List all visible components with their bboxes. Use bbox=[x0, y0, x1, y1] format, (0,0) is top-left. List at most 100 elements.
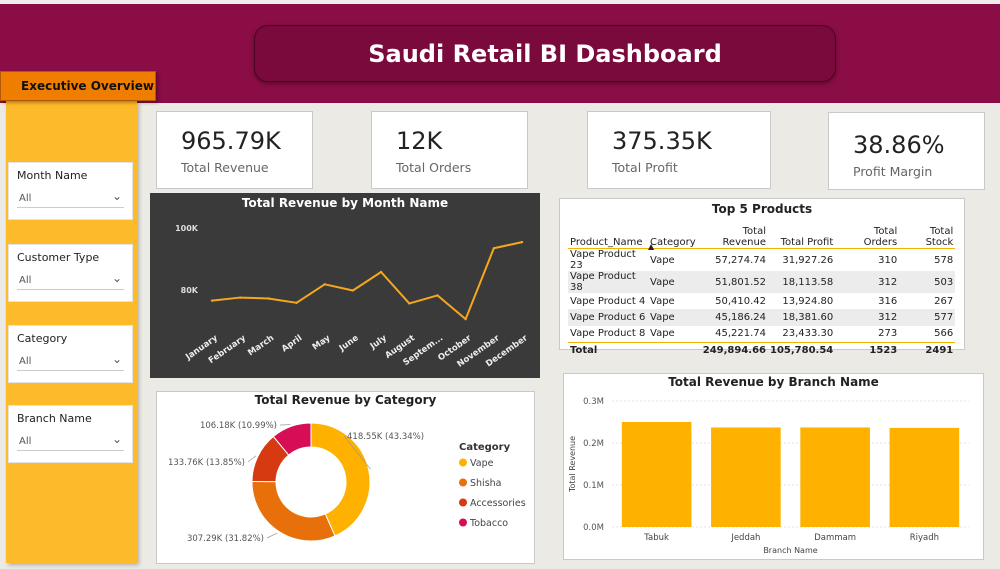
table-cell: 310 bbox=[878, 254, 898, 266]
legend-entry[interactable]: Accessories bbox=[470, 498, 526, 509]
column-header-category[interactable]: Category bbox=[650, 237, 696, 248]
slicer-underline bbox=[17, 207, 124, 208]
title-box: Saudi Retail BI Dashboard bbox=[254, 25, 836, 82]
data-point[interactable] bbox=[492, 247, 496, 250]
bar-dammam[interactable] bbox=[800, 427, 870, 527]
table-cell: Vape Product 38 bbox=[568, 271, 648, 293]
table-row[interactable]: Vape Product 8 Vape 45,221.74 23,433.30 273 5… bbox=[568, 326, 955, 342]
slicer-month-name[interactable]: Month Name All ⌄ bbox=[8, 162, 133, 220]
column-header-total-profit[interactable]: Total Profit bbox=[780, 237, 834, 248]
series-line[interactable] bbox=[211, 241, 523, 321]
slicer-label: Month Name bbox=[17, 169, 88, 182]
y-tick-label: 0.3M bbox=[583, 397, 604, 407]
data-point[interactable] bbox=[295, 301, 298, 305]
table-row[interactable]: Vape Product 38 Vape 51,801.52 18,113.58 312… bbox=[568, 271, 956, 293]
slicer-value[interactable]: All bbox=[19, 436, 32, 447]
data-point[interactable] bbox=[267, 297, 270, 300]
table-cell: Vape bbox=[648, 271, 698, 293]
slicer-value[interactable]: All bbox=[19, 356, 32, 367]
top5-products-table[interactable]: Top 5 Products Product_Name ▲ Category To… bbox=[559, 198, 965, 359]
table-cell: 2491 bbox=[899, 341, 956, 359]
table-cell: 273 bbox=[878, 328, 898, 340]
table-cell: 566 bbox=[934, 328, 954, 340]
legend-entry[interactable]: Vape bbox=[470, 458, 494, 469]
column-header-total-revenue[interactable]: Total Revenue bbox=[722, 226, 766, 248]
slicer-value[interactable]: All bbox=[19, 275, 32, 286]
table-cell: 13,924.80 bbox=[782, 295, 834, 307]
leader-line bbox=[247, 455, 257, 463]
legend-marker[interactable] bbox=[459, 518, 467, 527]
chevron-down-icon[interactable]: ⌄ bbox=[111, 352, 122, 366]
kpi-value: 375.35K bbox=[612, 127, 712, 155]
legend-marker[interactable] bbox=[459, 458, 467, 467]
legend-entry[interactable]: Tobacco bbox=[469, 518, 508, 529]
table-cell: 51,801.52 bbox=[698, 271, 768, 293]
table-cell bbox=[648, 341, 698, 359]
x-tick-label: May bbox=[311, 333, 333, 353]
y-tick-label: 0.0M bbox=[583, 523, 604, 533]
data-point[interactable] bbox=[464, 317, 467, 321]
x-tick-label: March bbox=[246, 333, 276, 358]
column-header-total-orders[interactable]: Total Orders bbox=[863, 226, 898, 248]
leader-line bbox=[343, 435, 371, 470]
x-axis-title: Branch Name bbox=[763, 546, 817, 555]
kpi-value: 38.86% bbox=[853, 131, 945, 159]
table-cell: Vape bbox=[650, 295, 675, 307]
x-tick-label: April bbox=[280, 333, 304, 354]
table-cell: 1523 bbox=[835, 341, 900, 359]
slicer-customer-type[interactable]: Customer Type All ⌄ bbox=[8, 244, 133, 302]
legend-entry[interactable]: Shisha bbox=[470, 478, 501, 489]
tab-executive-overview[interactable]: Executive Overview bbox=[0, 71, 156, 101]
table-cell: 45,221.74 bbox=[715, 328, 766, 340]
data-point[interactable] bbox=[351, 289, 355, 292]
kpi-label: Profit Margin bbox=[853, 164, 933, 179]
column-header-total-stock[interactable]: Total Stock bbox=[925, 226, 954, 248]
kpi-profit-margin: 38.86% Profit Margin bbox=[828, 112, 985, 190]
legend-title: Category bbox=[459, 442, 511, 453]
table-row[interactable]: Vape Product 23 Vape 57,274.74 31,927.26 310… bbox=[568, 249, 955, 271]
slicer-branch-name[interactable]: Branch Name All ⌄ bbox=[8, 405, 133, 463]
legend-marker[interactable] bbox=[459, 478, 467, 487]
data-point[interactable] bbox=[436, 294, 439, 297]
slicer-underline bbox=[17, 450, 124, 451]
chevron-down-icon[interactable]: ⌄ bbox=[111, 189, 122, 203]
kpi-total-profit: 375.35K Total Profit bbox=[587, 111, 771, 189]
chevron-down-icon[interactable]: ⌄ bbox=[111, 271, 122, 285]
table-row[interactable]: Vape Product 4 Vape 50,410.42 13,924.80 316 2… bbox=[568, 293, 955, 309]
sort-ascending-icon[interactable]: ▲ bbox=[648, 242, 655, 251]
slice-data-label: 307.29K (31.82%) bbox=[187, 534, 264, 544]
leader-line bbox=[266, 532, 278, 539]
table-total-row[interactable]: Total 249,894.66 105,780.54 1523 2491 bbox=[568, 341, 956, 359]
table-cell: Vape Product 23 bbox=[570, 249, 636, 271]
revenue-by-branch-chart[interactable]: Total Revenue by Branch Name 0.0M 0.1M 0.2… bbox=[563, 373, 984, 560]
slicer-value[interactable]: All bbox=[19, 193, 32, 204]
slice-shisha[interactable] bbox=[251, 480, 336, 542]
slicer-underline bbox=[17, 370, 124, 371]
data-point[interactable] bbox=[408, 302, 411, 305]
slice-tobacco[interactable] bbox=[272, 422, 312, 456]
bar-jeddah[interactable] bbox=[711, 427, 781, 527]
bar-tabuk[interactable] bbox=[621, 422, 692, 527]
x-tick-label: Riyadh bbox=[910, 533, 939, 543]
table-cell: 577 bbox=[899, 309, 956, 326]
slicer-category[interactable]: Category All ⌄ bbox=[8, 325, 133, 383]
revenue-by-category-chart[interactable]: Total Revenue by Category 418.55K (43.34… bbox=[156, 391, 535, 564]
slicer-label: Category bbox=[17, 332, 68, 345]
table-cell: 312 bbox=[835, 271, 900, 293]
legend-marker[interactable] bbox=[459, 498, 467, 507]
slice-vape[interactable] bbox=[310, 422, 371, 537]
data-point[interactable] bbox=[323, 283, 326, 286]
bar-riyadh[interactable] bbox=[889, 427, 960, 527]
top5-table: Product_Name ▲ Category Total Revenue Tot… bbox=[568, 226, 956, 359]
chevron-down-icon[interactable]: ⌄ bbox=[111, 432, 122, 446]
y-tick-label: 0.2M bbox=[583, 439, 604, 449]
table-cell: 57,274.74 bbox=[715, 254, 766, 266]
data-point[interactable] bbox=[238, 296, 242, 299]
revenue-by-month-chart[interactable]: Total Revenue by Month Name 80K 100K Janua… bbox=[150, 193, 540, 378]
data-point[interactable] bbox=[520, 240, 524, 244]
table-row[interactable]: Vape Product 6 Vape 45,186.24 18,381.60 312 5… bbox=[568, 309, 956, 326]
data-point[interactable] bbox=[210, 299, 214, 302]
data-point[interactable] bbox=[379, 270, 383, 274]
column-header-product-name[interactable]: Product_Name ▲ bbox=[570, 237, 655, 251]
table-cell: 18,381.60 bbox=[768, 309, 836, 326]
